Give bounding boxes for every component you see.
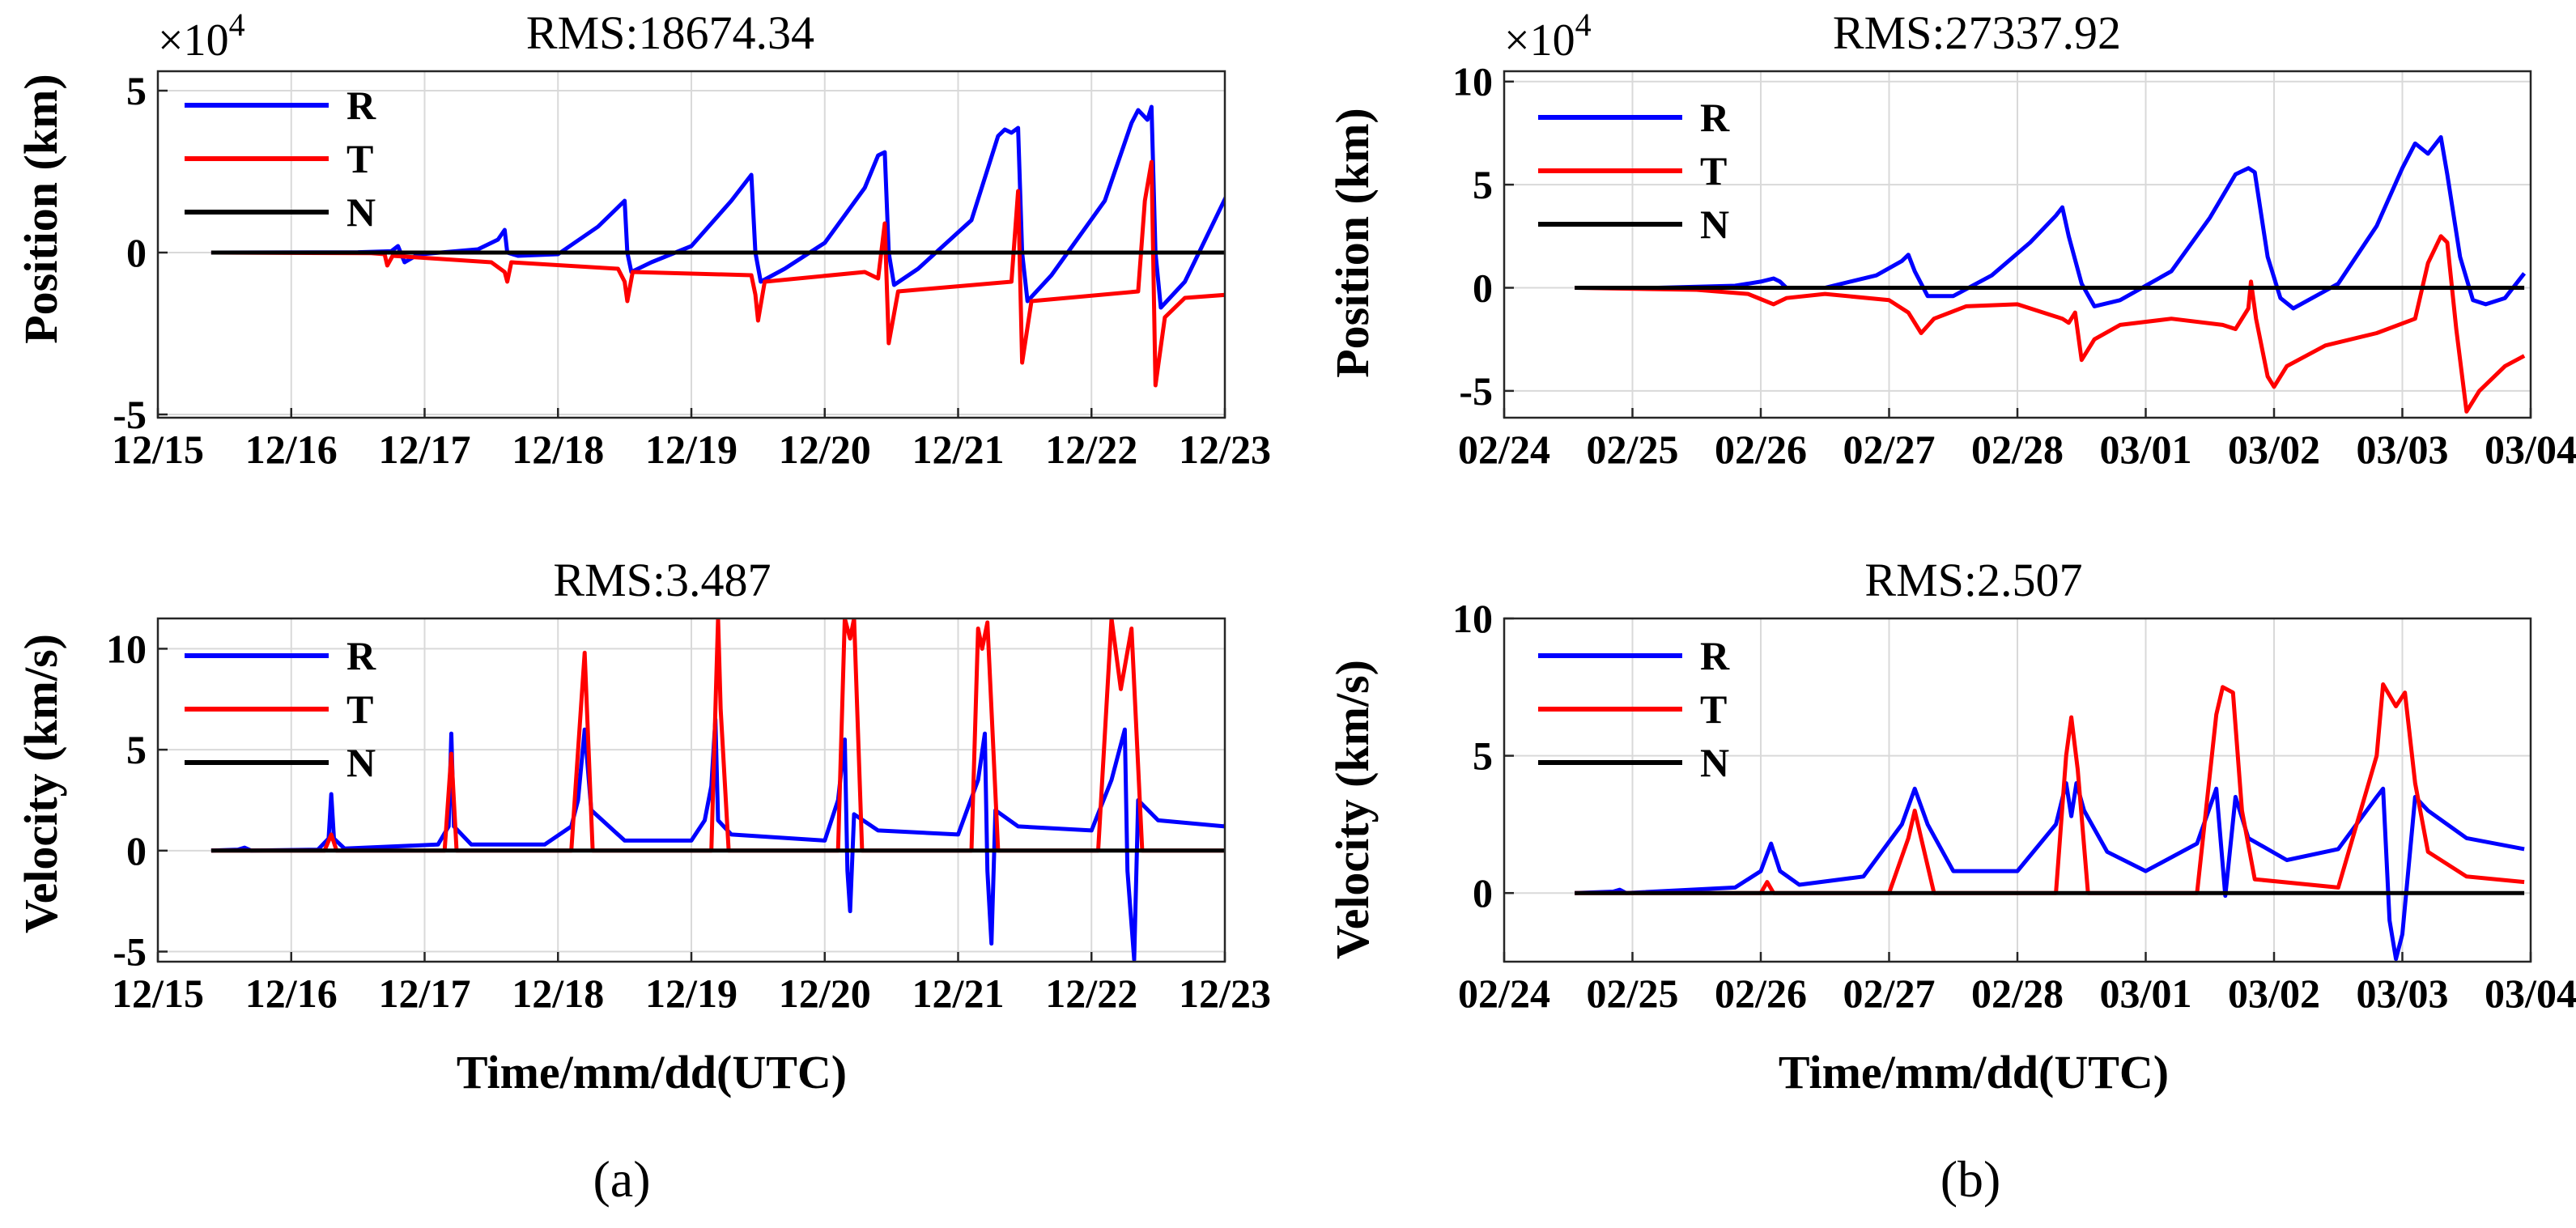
x-tick-label: 12/15 (112, 971, 204, 1016)
axes-box (1503, 617, 2532, 963)
legend-label-N: N (1700, 202, 1729, 247)
caption-a: (a) (593, 1150, 650, 1208)
y-axis-label: Velocity (km/s) (1326, 660, 1379, 959)
legend-label-N: N (1700, 740, 1729, 785)
chart-title: RMS:18674.34 (526, 6, 814, 59)
x-tick-label: 03/02 (2228, 971, 2320, 1016)
x-tick-label: 12/15 (112, 427, 204, 472)
axes-box (156, 617, 1226, 963)
y-tick-label: 5 (126, 68, 147, 113)
x-tick-label: 12/23 (1179, 971, 1271, 1016)
x-tick-label: 12/17 (379, 971, 471, 1016)
x-tick-label: 12/22 (1045, 427, 1137, 472)
y-tick-label: 0 (1473, 870, 1493, 916)
axes-box (156, 70, 1226, 419)
x-tick-label: 02/26 (1715, 971, 1807, 1016)
y-tick-label: 10 (1452, 596, 1493, 641)
caption-b: (b) (1941, 1150, 2001, 1208)
x-tick-label: 12/19 (645, 427, 738, 472)
x-tick-label: 02/27 (1843, 427, 1936, 472)
x-tick-label: 03/03 (2357, 971, 2449, 1016)
x-tick-label: 12/20 (779, 971, 871, 1016)
y-tick-label: -5 (113, 929, 147, 975)
x-tick-label: 12/18 (512, 971, 604, 1016)
series-line-T (1575, 234, 2526, 414)
x-tick-label: 03/02 (2228, 427, 2320, 472)
legend-label-T: T (1700, 148, 1727, 193)
x-tick-label: 02/24 (1458, 427, 1550, 472)
x-tick-label: 12/17 (379, 427, 471, 472)
y-tick-label: 0 (126, 230, 147, 275)
chart-title: RMS:27337.92 (1833, 6, 2121, 59)
y-tick-label: 10 (106, 626, 147, 671)
y-tick-label: 10 (1452, 59, 1493, 104)
legend-label-R: R (346, 633, 376, 678)
x-tick-label: 03/03 (2357, 427, 2449, 472)
x-tick-label: 12/23 (1179, 427, 1271, 472)
x-tick-label: 12/16 (245, 971, 338, 1016)
series-line-T (210, 618, 1225, 853)
legend-label-R: R (1700, 633, 1730, 678)
panel-b-position: RMS:27337.92 ×104 Position (km) 02/24 02/… (1326, 6, 2576, 472)
x-tick-label: 12/19 (645, 971, 738, 1016)
series-line-R (1575, 781, 2525, 962)
series-line-R (210, 717, 1225, 962)
axis-multiplier: ×104 (1504, 6, 1592, 66)
y-tick-label: -5 (1459, 368, 1493, 414)
legend-label-N: N (346, 740, 376, 785)
x-tick-label: 02/27 (1843, 971, 1936, 1016)
x-tick-label: 12/22 (1045, 971, 1137, 1016)
y-tick-label: 0 (1473, 266, 1493, 311)
x-tick-label: 03/04 (2485, 971, 2576, 1016)
legend-label-R: R (1700, 95, 1730, 140)
panel-a-position: RMS:18674.34 ×104 Position (km) 12/15 12/… (15, 6, 1271, 472)
y-axis-label: Position (km) (15, 74, 67, 344)
legend-label-R: R (346, 83, 376, 128)
legend-label-T: T (346, 136, 373, 181)
x-tick-label: 12/20 (779, 427, 871, 472)
series-line-T (210, 159, 1225, 388)
x-tick-label: 12/16 (245, 427, 338, 472)
x-axis-label: Time/mm/dd(UTC) (457, 1046, 847, 1098)
x-tick-label: 02/24 (1458, 971, 1550, 1016)
legend-label-N: N (346, 189, 376, 235)
axes-box (1503, 70, 2532, 419)
x-tick-label: 03/04 (2485, 427, 2576, 472)
y-tick-label: 5 (126, 727, 147, 772)
x-tick-label: 03/01 (2100, 427, 2192, 472)
chart-title: RMS:3.487 (553, 554, 771, 606)
y-tick-label: -5 (113, 392, 147, 437)
panel-a-velocity: RMS:3.487 Velocity (km/s) Time/mm/dd(UTC… (15, 554, 1271, 1098)
series-line-R (210, 104, 1225, 310)
y-axis-label: Velocity (km/s) (15, 634, 67, 933)
y-tick-label: 0 (126, 828, 147, 873)
panel-b-velocity: RMS:2.507 Velocity (km/s) Time/mm/dd(UTC… (1326, 554, 2576, 1098)
x-tick-label: 02/26 (1715, 427, 1807, 472)
x-tick-label: 03/01 (2100, 971, 2192, 1016)
x-tick-label: 12/18 (512, 427, 604, 472)
chart-title: RMS:2.507 (1864, 554, 2082, 606)
axis-multiplier: ×104 (158, 6, 245, 66)
legend-label-T: T (346, 686, 373, 732)
x-tick-label: 12/21 (912, 971, 1005, 1016)
x-axis-label: Time/mm/dd(UTC) (1779, 1046, 2169, 1098)
x-tick-label: 02/25 (1587, 971, 1679, 1016)
x-tick-label: 02/25 (1587, 427, 1679, 472)
x-tick-label: 02/28 (1971, 971, 2064, 1016)
y-tick-label: 5 (1473, 733, 1493, 779)
x-tick-label: 12/21 (912, 427, 1005, 472)
y-tick-label: 5 (1473, 162, 1493, 207)
legend-label-T: T (1700, 686, 1727, 732)
x-tick-label: 02/28 (1971, 427, 2064, 472)
y-axis-label: Position (km) (1326, 108, 1379, 378)
